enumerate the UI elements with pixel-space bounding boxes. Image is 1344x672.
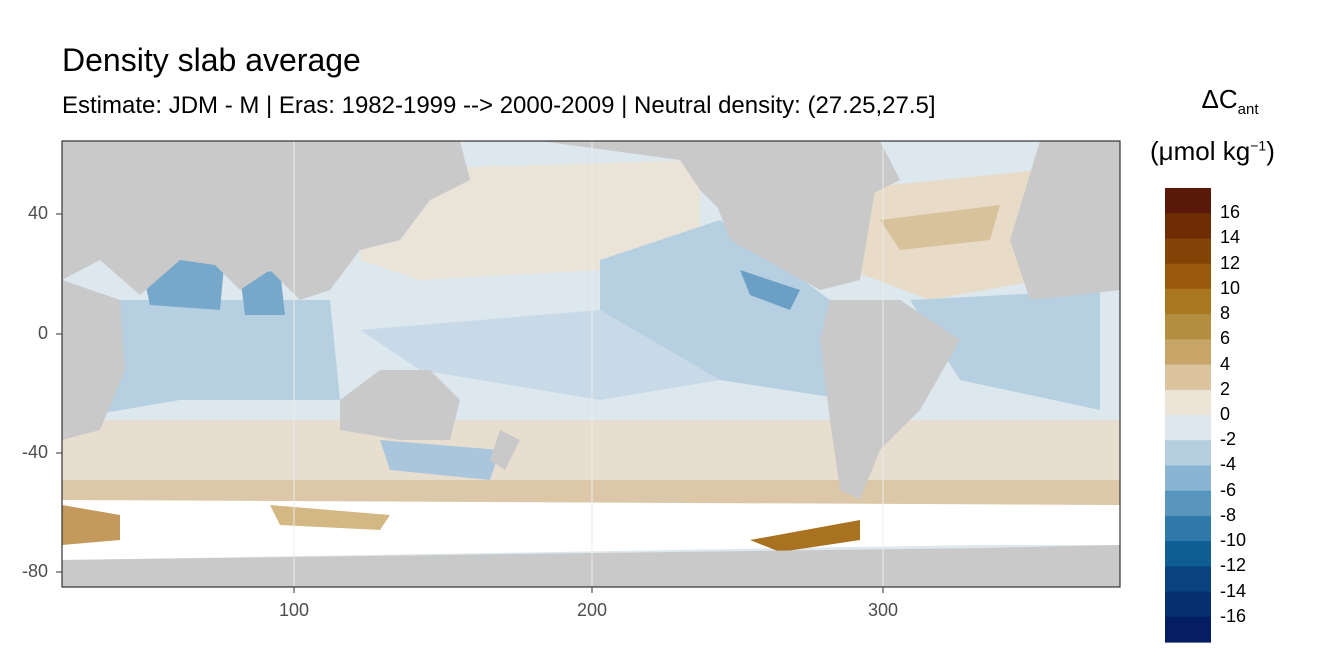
legend-color-step bbox=[1165, 314, 1211, 340]
legend-color-step bbox=[1165, 364, 1211, 391]
legend-color-step bbox=[1165, 616, 1211, 643]
y-tick-label: -80 bbox=[21, 561, 48, 581]
x-tick-label: 200 bbox=[576, 600, 608, 620]
legend-color-step bbox=[1165, 339, 1211, 366]
land-south-america bbox=[820, 300, 960, 500]
legend-label: -12 bbox=[1220, 555, 1247, 576]
legend-color-step bbox=[1165, 188, 1211, 214]
y-tick-label: 40 bbox=[27, 203, 48, 223]
legend-colorbar bbox=[1165, 188, 1211, 643]
legend-color-step bbox=[1165, 288, 1211, 315]
legend-label: 0 bbox=[1220, 404, 1231, 424]
weddell-positive bbox=[62, 505, 120, 545]
legend-label: 12 bbox=[1220, 252, 1241, 273]
legend-color-step bbox=[1165, 415, 1211, 441]
tropical-atlantic-negative bbox=[910, 290, 1100, 410]
x-tick-label: 100 bbox=[278, 600, 310, 620]
indian-ocean-negative bbox=[62, 300, 340, 420]
legend-label: 10 bbox=[1220, 277, 1241, 298]
panel-border bbox=[61, 140, 1121, 588]
land-new-zealand bbox=[490, 430, 520, 470]
y-tick-label: 0 bbox=[37, 323, 48, 343]
legend-label: 2 bbox=[1220, 378, 1231, 399]
legend-label: 8 bbox=[1220, 303, 1231, 324]
legend-label: 14 bbox=[1220, 227, 1241, 248]
legend-color-step bbox=[1165, 213, 1211, 240]
north-atlantic-positive-core bbox=[880, 205, 1000, 250]
legend-color-step bbox=[1165, 238, 1211, 265]
legend-label: -6 bbox=[1220, 479, 1237, 500]
legend-label: 6 bbox=[1220, 328, 1231, 349]
amundsen-positive bbox=[750, 520, 860, 552]
map-subtitle: Estimate: JDM - M | Eras: 1982-1999 --> … bbox=[62, 92, 936, 119]
legend-color-step bbox=[1165, 515, 1211, 542]
legend-label: -8 bbox=[1220, 504, 1237, 525]
legend-color-step bbox=[1165, 440, 1211, 467]
land-north-america bbox=[700, 160, 880, 290]
legend-color-step bbox=[1165, 263, 1211, 290]
tasman-negative bbox=[380, 440, 500, 480]
land-eurasia bbox=[62, 141, 470, 300]
legend-label: 16 bbox=[1220, 202, 1241, 223]
legend-color-step bbox=[1165, 490, 1211, 517]
map-panel bbox=[62, 141, 1120, 587]
land bbox=[62, 141, 1120, 587]
gridlines bbox=[293, 141, 884, 587]
legend-color-step bbox=[1165, 541, 1211, 567]
ross-positive bbox=[270, 505, 390, 530]
land-africa bbox=[62, 280, 125, 440]
legend-unit: (μmol kg−1) bbox=[1150, 136, 1275, 166]
land-australia bbox=[340, 370, 460, 440]
central-pacific-negative bbox=[360, 310, 720, 400]
legend-title: ΔCant bbox=[1201, 84, 1259, 119]
legend-label: -2 bbox=[1220, 429, 1237, 450]
legend-color-step bbox=[1165, 389, 1211, 416]
x-tick-label: 300 bbox=[867, 600, 899, 620]
legend-label: -16 bbox=[1220, 605, 1247, 626]
land-antarctica bbox=[62, 545, 1120, 587]
legend-label: 4 bbox=[1220, 353, 1231, 374]
legend-color-step bbox=[1165, 465, 1211, 492]
legend-label: -10 bbox=[1220, 530, 1247, 551]
legend-color-step bbox=[1165, 566, 1211, 593]
land-europe-africa-east bbox=[1010, 141, 1120, 300]
y-tick-label: -40 bbox=[21, 442, 48, 462]
california-negative-core bbox=[740, 270, 800, 310]
legend-label: -14 bbox=[1220, 580, 1247, 601]
map-title: Density slab average bbox=[62, 42, 361, 78]
legend-color-step bbox=[1165, 591, 1211, 618]
legend-label: -4 bbox=[1220, 454, 1237, 475]
tick-marks bbox=[56, 213, 884, 593]
